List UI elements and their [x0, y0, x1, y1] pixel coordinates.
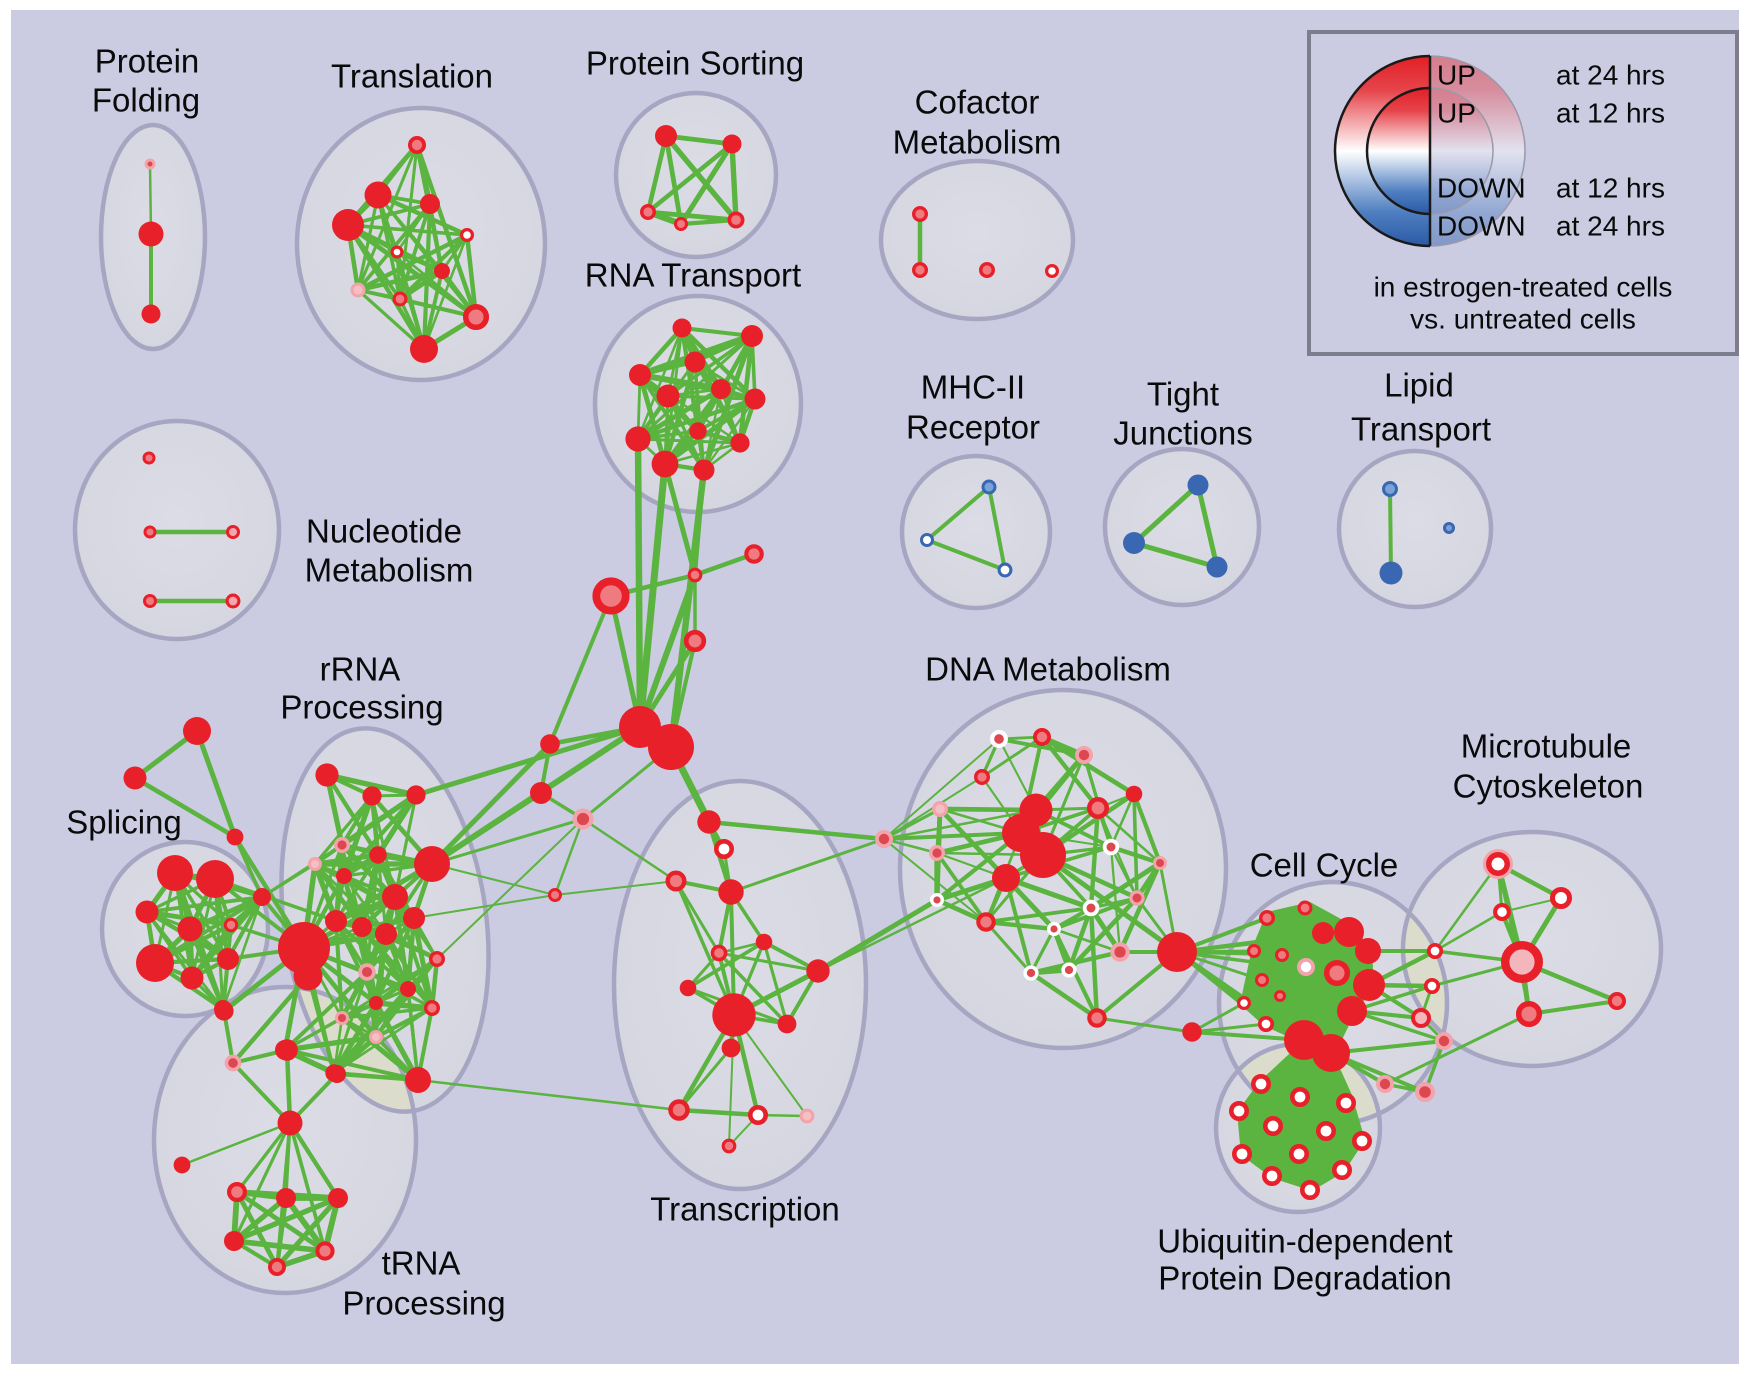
svg-text:UP: UP [1437, 60, 1476, 91]
svg-text:Processing: Processing [342, 1285, 505, 1322]
svg-text:rRNA: rRNA [320, 651, 401, 688]
svg-text:at 12 hrs: at 12 hrs [1556, 98, 1665, 129]
svg-text:Cell Cycle: Cell Cycle [1250, 847, 1399, 884]
svg-text:Junctions: Junctions [1113, 415, 1252, 452]
svg-text:tRNA: tRNA [382, 1245, 461, 1282]
svg-text:Metabolism: Metabolism [893, 124, 1062, 161]
svg-text:Microtubule: Microtubule [1461, 728, 1632, 765]
svg-text:Protein: Protein [95, 43, 200, 80]
svg-text:Transcription: Transcription [650, 1191, 840, 1228]
svg-text:UP: UP [1437, 98, 1476, 129]
svg-text:at 24 hrs: at 24 hrs [1556, 211, 1665, 242]
svg-text:Splicing: Splicing [66, 804, 182, 841]
svg-text:Folding: Folding [92, 82, 200, 119]
svg-text:DOWN: DOWN [1437, 173, 1526, 204]
svg-text:MHC-II: MHC-II [921, 369, 1025, 406]
svg-text:RNA Transport: RNA Transport [585, 257, 801, 294]
svg-text:Cofactor: Cofactor [915, 84, 1040, 121]
svg-text:Protein Degradation: Protein Degradation [1158, 1260, 1452, 1297]
svg-text:Receptor: Receptor [906, 409, 1040, 446]
svg-text:Ubiquitin-dependent: Ubiquitin-dependent [1157, 1223, 1452, 1260]
svg-text:Processing: Processing [280, 689, 443, 726]
svg-text:Cytoskeleton: Cytoskeleton [1453, 768, 1644, 805]
svg-text:at 12 hrs: at 12 hrs [1556, 173, 1665, 204]
svg-text:Transport: Transport [1351, 411, 1491, 448]
svg-text:DOWN: DOWN [1437, 211, 1526, 242]
svg-text:Lipid: Lipid [1384, 367, 1454, 404]
svg-text:in estrogen-treated cells: in estrogen-treated cells [1374, 272, 1673, 303]
svg-text:Metabolism: Metabolism [305, 552, 474, 589]
svg-text:DNA Metabolism: DNA Metabolism [925, 651, 1171, 688]
svg-text:at 24 hrs: at 24 hrs [1556, 60, 1665, 91]
svg-text:Tight: Tight [1147, 376, 1219, 413]
svg-text:vs. untreated cells: vs. untreated cells [1410, 304, 1636, 335]
svg-text:Nucleotide: Nucleotide [306, 513, 462, 550]
svg-text:Protein Sorting: Protein Sorting [586, 45, 804, 82]
svg-text:Translation: Translation [331, 58, 493, 95]
